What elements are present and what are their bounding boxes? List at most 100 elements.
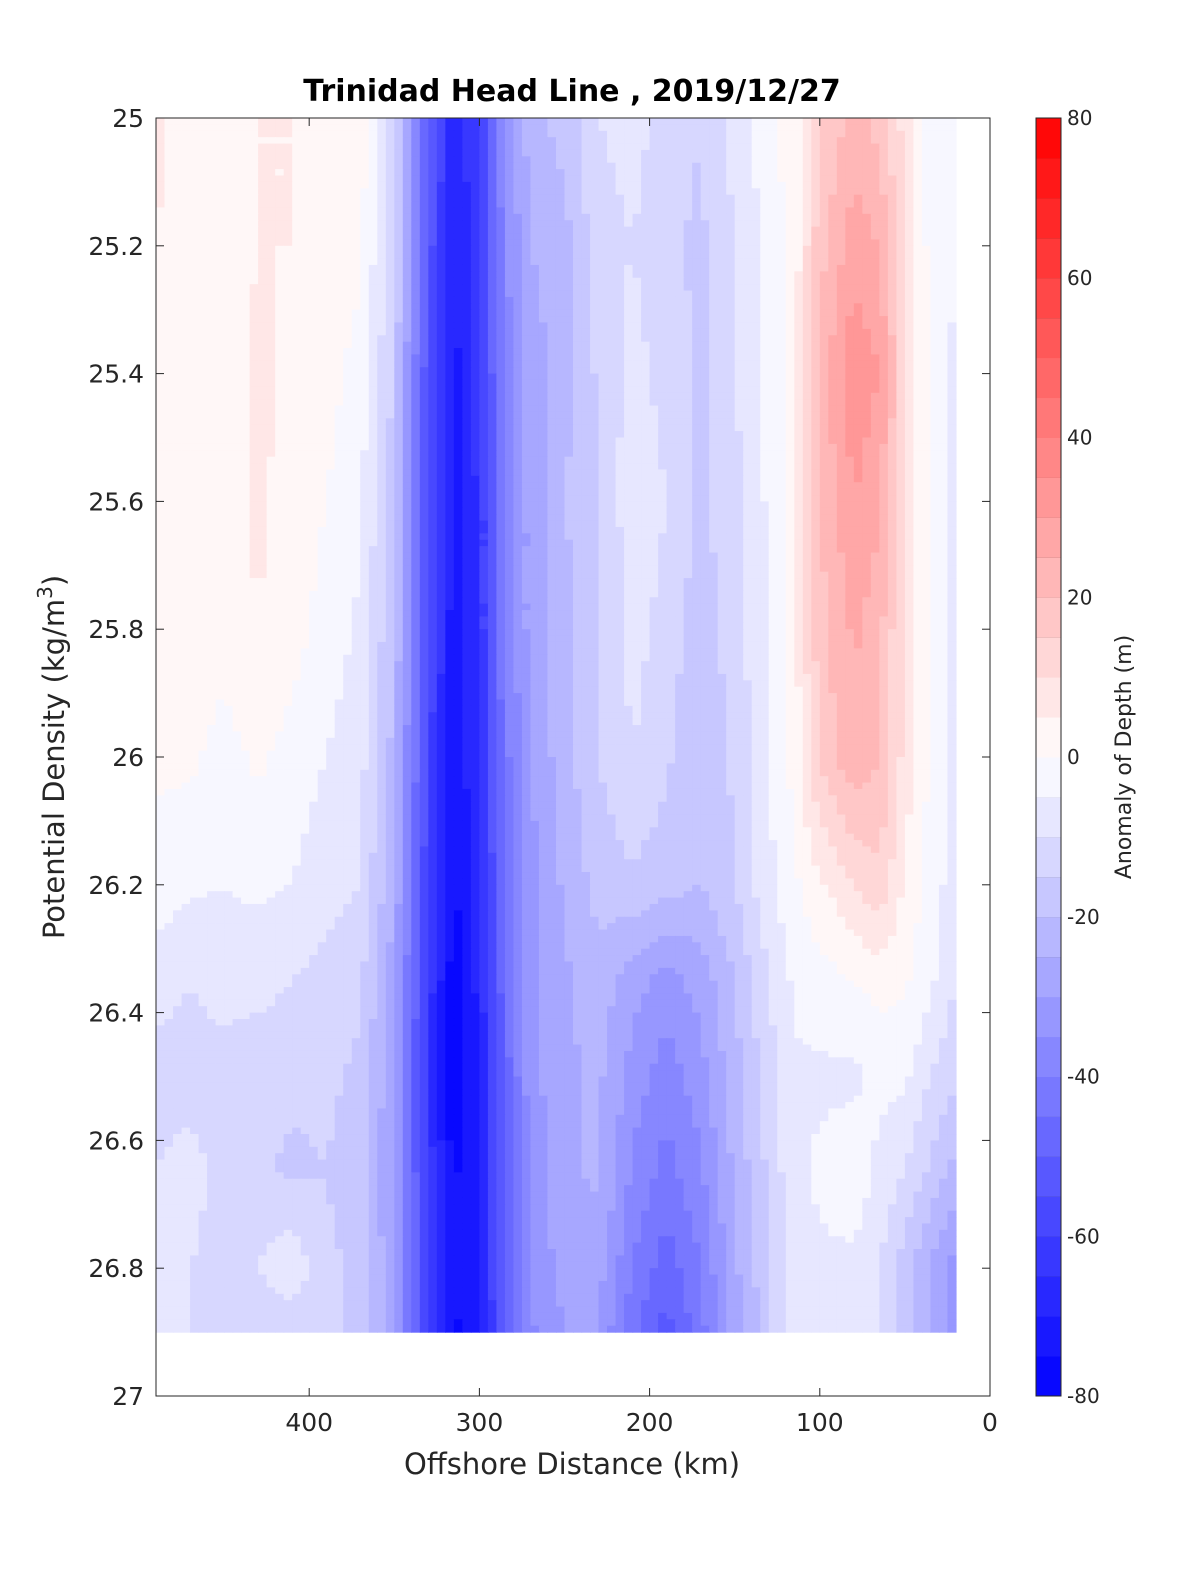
heatmap-cell (904, 156, 915, 164)
heatmap-cell (734, 386, 744, 394)
heatmap-cell (479, 341, 489, 349)
heatmap-cell (513, 450, 523, 458)
heatmap-cell (470, 296, 480, 304)
heatmap-cell (853, 137, 863, 145)
heatmap-cell (538, 367, 549, 375)
heatmap-cell (581, 335, 591, 343)
heatmap-cell (462, 252, 472, 260)
heatmap-cell (632, 233, 642, 241)
heatmap-cell (283, 124, 293, 132)
heatmap-cell (794, 450, 804, 458)
heatmap-cell (275, 156, 285, 164)
heatmap-cell (641, 271, 651, 279)
heatmap-cell (794, 149, 804, 157)
heatmap-cell (726, 437, 736, 445)
heatmap-cell (853, 264, 863, 272)
heatmap-cell (547, 341, 557, 349)
heatmap-cell (564, 443, 574, 451)
heatmap-cell (317, 220, 327, 228)
heatmap-cell (555, 373, 566, 381)
heatmap-cell (521, 418, 532, 426)
heatmap-cell (675, 443, 685, 451)
heatmap-cell (368, 181, 378, 189)
heatmap-cell (453, 130, 463, 138)
heatmap-cell (751, 233, 761, 241)
heatmap-cell (555, 341, 566, 349)
heatmap-cell (368, 264, 378, 272)
heatmap-cell (258, 143, 268, 151)
heatmap-cell (692, 405, 702, 413)
heatmap-cell (828, 411, 838, 419)
heatmap-cell (726, 181, 736, 189)
heatmap-cell (326, 309, 336, 317)
heatmap-cell (947, 252, 957, 260)
heatmap-cell (385, 162, 395, 170)
heatmap-cell (190, 201, 200, 209)
heatmap-cell (394, 290, 404, 298)
heatmap-cell (845, 296, 855, 304)
heatmap-cell (207, 431, 217, 439)
heatmap-cell (394, 169, 404, 177)
heatmap-cell (190, 354, 200, 362)
heatmap-cell (811, 405, 821, 413)
heatmap-cell (326, 169, 336, 177)
heatmap-cell (683, 437, 693, 445)
heatmap-cell (309, 181, 319, 189)
heatmap-cell (538, 296, 549, 304)
heatmap-cell (564, 130, 574, 138)
heatmap-cell (870, 348, 880, 356)
heatmap-cell (190, 226, 200, 234)
heatmap-cell (555, 162, 566, 170)
heatmap-cell (836, 322, 846, 330)
heatmap-cell (658, 194, 668, 202)
heatmap-cell (555, 348, 566, 356)
heatmap-cell (411, 450, 421, 458)
heatmap-cell (164, 226, 174, 234)
heatmap-cell (717, 233, 727, 241)
heatmap-cell (156, 399, 166, 407)
heatmap-cell (419, 220, 429, 228)
heatmap-cell (504, 149, 515, 157)
heatmap-cell (402, 175, 412, 183)
heatmap-cell (904, 424, 915, 432)
heatmap-cell (181, 418, 191, 426)
heatmap-cell (717, 450, 727, 458)
heatmap-cell (436, 175, 446, 183)
heatmap-cell (198, 175, 208, 183)
heatmap-cell (879, 226, 889, 234)
heatmap-cell (224, 239, 234, 247)
heatmap-cell (777, 328, 787, 336)
heatmap-cell (581, 226, 591, 234)
heatmap-cell (266, 213, 276, 221)
heatmap-cell (777, 341, 787, 349)
heatmap-cell (751, 207, 761, 215)
heatmap-cell (581, 201, 591, 209)
heatmap-cell (402, 322, 412, 330)
heatmap-cell (624, 188, 634, 196)
heatmap-cell (198, 450, 208, 458)
heatmap-cell (190, 175, 200, 183)
heatmap-cell (411, 386, 421, 394)
heatmap-cell (385, 156, 395, 164)
heatmap-cell (300, 149, 310, 157)
heatmap-cell (156, 188, 166, 196)
heatmap-cell (190, 341, 200, 349)
heatmap-cell (700, 348, 710, 356)
heatmap-cell (462, 367, 472, 375)
heatmap-cell (853, 303, 863, 311)
heatmap-cell (402, 399, 412, 407)
heatmap-cell (726, 124, 736, 132)
heatmap-cell (896, 284, 906, 292)
heatmap-cell (717, 405, 727, 413)
heatmap-cell (734, 226, 744, 234)
heatmap-cell (275, 213, 285, 221)
heatmap-cell (590, 284, 600, 292)
heatmap-cell (598, 264, 608, 272)
heatmap-cell (632, 239, 642, 247)
heatmap-cell (802, 411, 812, 419)
heatmap-cell (853, 443, 863, 451)
heatmap-cell (785, 411, 795, 419)
heatmap-cell (802, 258, 812, 266)
heatmap-cell (717, 271, 727, 279)
heatmap-cell (198, 130, 208, 138)
